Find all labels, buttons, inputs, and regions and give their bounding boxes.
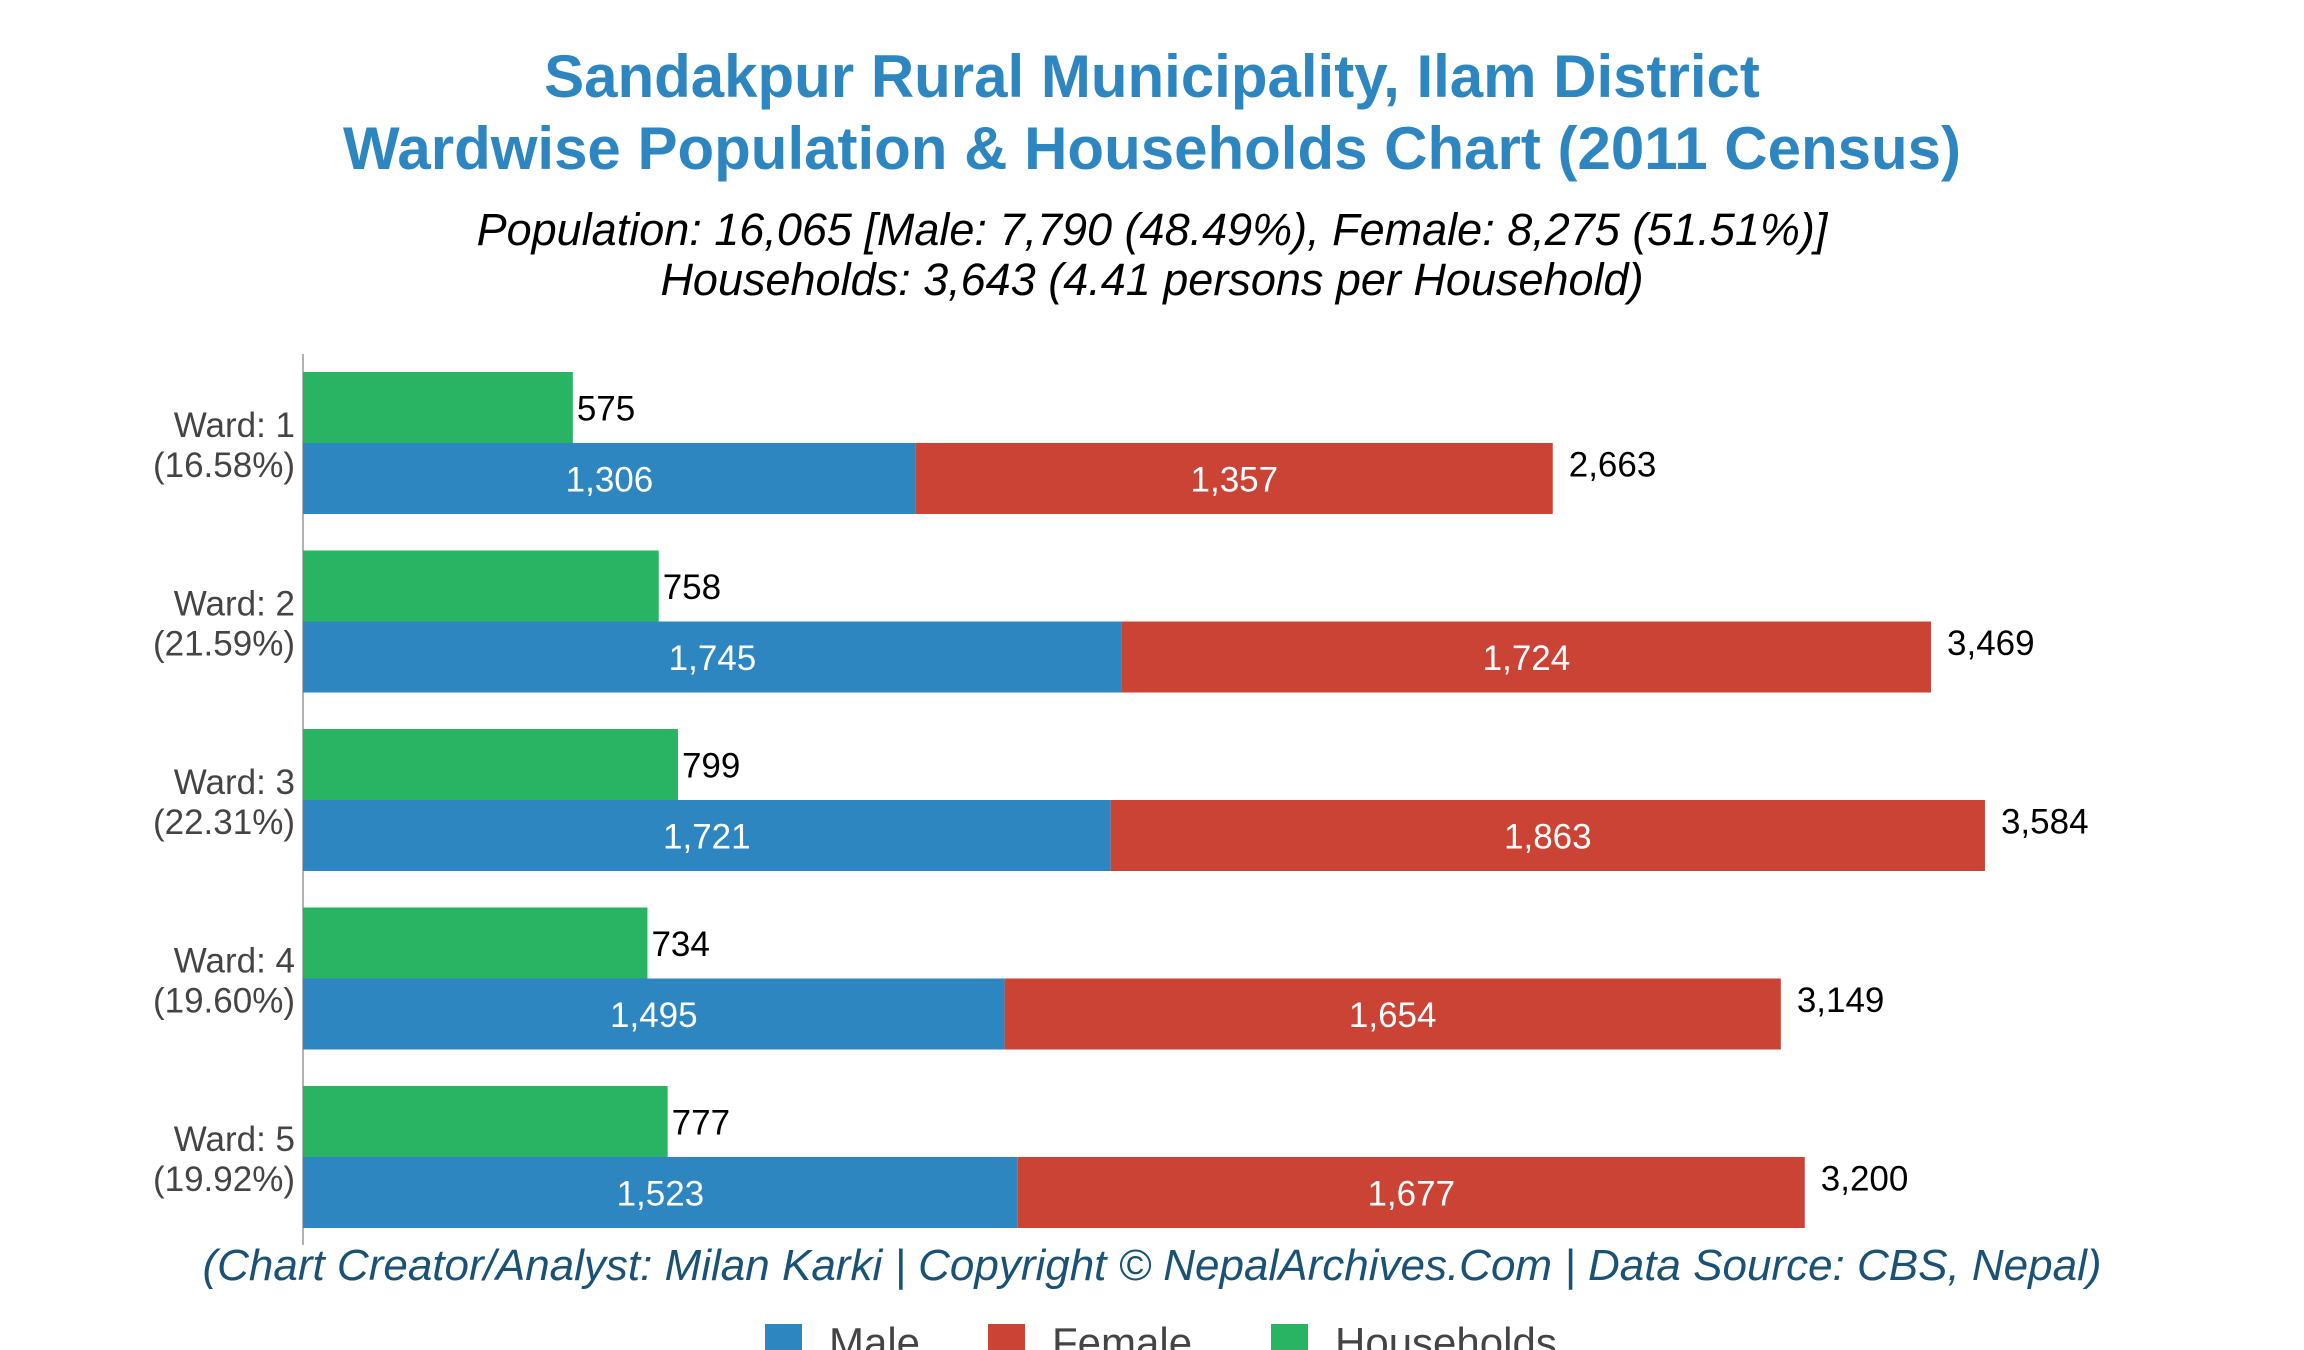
male-value-label: 1,523	[617, 1175, 705, 1214]
female-value-label: 1,357	[1191, 461, 1279, 500]
households-value-label: 799	[682, 747, 740, 786]
households-value-label: 777	[672, 1104, 730, 1143]
total-value-label: 3,149	[1797, 981, 1885, 1020]
total-value-label: 2,663	[1569, 446, 1657, 485]
male-value-label: 1,306	[566, 461, 654, 500]
ward-label: Ward: 3	[174, 763, 295, 802]
male-value-label: 1,745	[669, 639, 757, 678]
ward-label: Ward: 4	[174, 942, 295, 981]
ward-label: Ward: 1	[174, 406, 295, 445]
female-bar	[1110, 800, 1985, 871]
male-value-label: 1,721	[663, 818, 751, 857]
subtitle-population: Population: 16,065 [Male: 7,790 (48.49%)…	[476, 204, 1828, 255]
households-bar	[303, 550, 659, 622]
legend-label-male: Male	[829, 1319, 920, 1350]
chart-title-line1: Sandakpur Rural Municipality, Ilam Distr…	[544, 43, 1760, 110]
legend-label-households: Households	[1335, 1319, 1557, 1350]
subtitle-households: Households: 3,643 (4.41 persons per Hous…	[660, 254, 1644, 305]
households-bar	[303, 729, 678, 800]
male-bar	[303, 443, 916, 514]
ward-label: Ward: 2	[174, 585, 295, 624]
female-bar	[1004, 978, 1781, 1050]
male-bar	[303, 1157, 1018, 1228]
male-bar	[303, 978, 1005, 1050]
female-bar	[915, 443, 1553, 514]
ward-share-label: (19.60%)	[153, 982, 295, 1021]
total-value-label: 3,200	[1821, 1160, 1909, 1199]
male-bar	[303, 800, 1111, 871]
households-value-label: 575	[577, 390, 635, 429]
female-value-label: 1,724	[1483, 639, 1571, 678]
households-bar	[303, 1086, 668, 1157]
female-value-label: 1,863	[1504, 818, 1592, 857]
total-value-label: 3,469	[1947, 624, 2035, 663]
female-bar	[1017, 1157, 1805, 1228]
total-value-label: 3,584	[2001, 803, 2089, 842]
female-value-label: 1,677	[1367, 1175, 1455, 1214]
male-value-label: 1,495	[610, 996, 698, 1035]
households-value-label: 758	[663, 568, 721, 607]
households-value-label: 734	[651, 925, 709, 964]
ward-label: Ward: 5	[174, 1120, 295, 1159]
male-bar	[303, 621, 1122, 693]
female-bar	[1121, 621, 1932, 693]
ward-share-label: (21.59%)	[153, 625, 295, 664]
households-bar	[303, 372, 573, 443]
legend-swatch-male	[765, 1324, 802, 1350]
legend-swatch-female	[988, 1324, 1025, 1350]
chart-title-line2: Wardwise Population & Households Chart (…	[342, 115, 1962, 182]
ward-share-label: (19.92%)	[153, 1160, 295, 1199]
legend-label-female: Female	[1052, 1319, 1192, 1350]
households-bar	[303, 907, 648, 979]
female-value-label: 1,654	[1349, 996, 1437, 1035]
ward-share-label: (16.58%)	[153, 446, 295, 485]
legend-swatch-households	[1271, 1324, 1308, 1350]
credit-line: (Chart Creator/Analyst: Milan Karki | Co…	[202, 1241, 2102, 1290]
ward-share-label: (22.31%)	[153, 803, 295, 842]
